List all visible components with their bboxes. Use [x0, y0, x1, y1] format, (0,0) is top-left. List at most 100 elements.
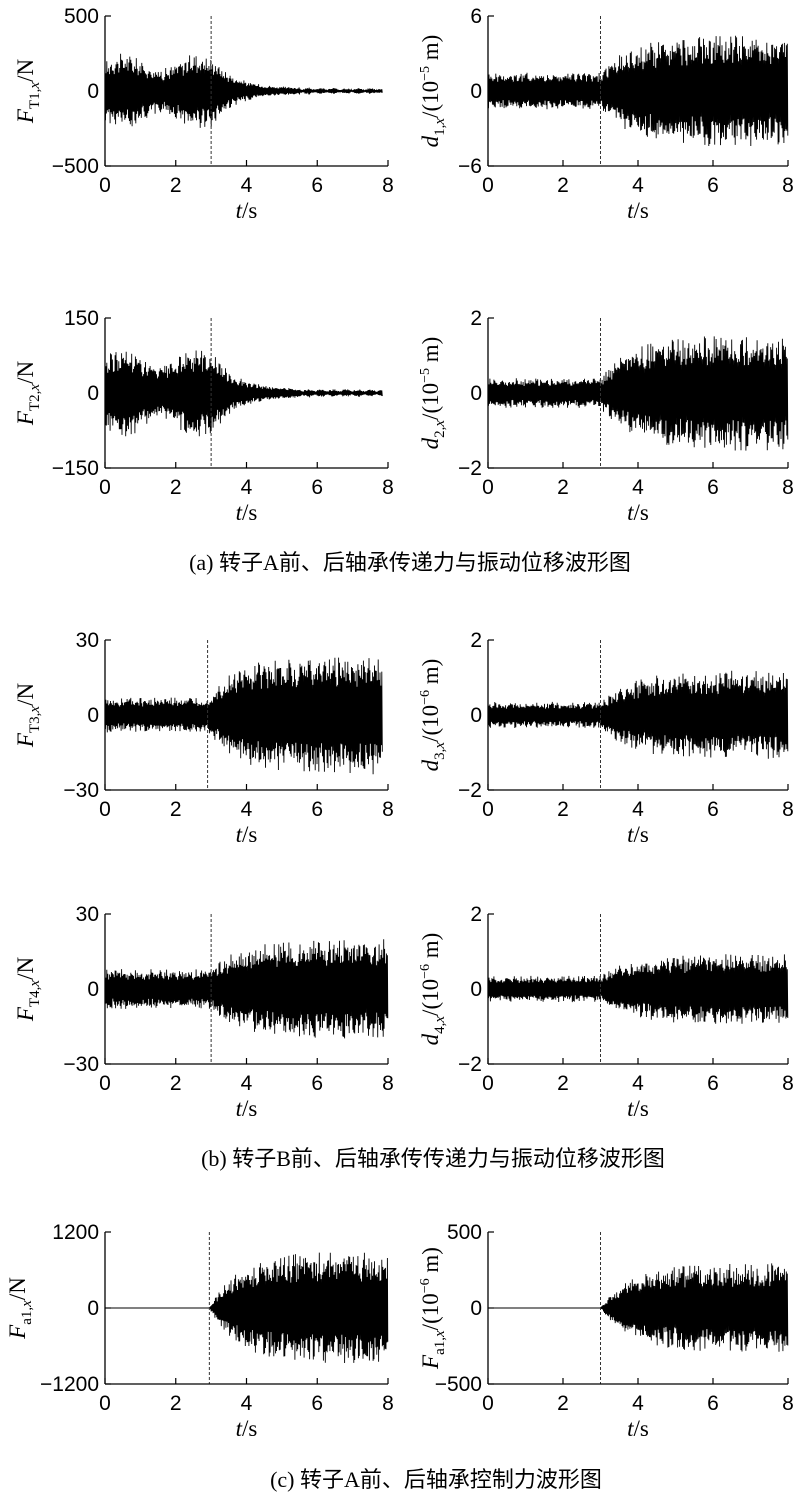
x-tick-label: 8 — [782, 798, 794, 821]
x-tick-label: 2 — [170, 1072, 182, 1095]
y-tick-label: 30 — [76, 629, 99, 652]
x-tick-label: 6 — [707, 174, 719, 197]
y-axis-label: d3,x/(10−6 m) — [418, 659, 448, 772]
x-tick-label: 2 — [170, 476, 182, 499]
y-tick-label: −1200 — [40, 1373, 99, 1396]
x-tick-label: 6 — [311, 476, 323, 499]
y-tick-label: 0 — [87, 382, 99, 405]
x-tick-label: 6 — [311, 1392, 323, 1415]
x-axis-label: t/s — [627, 500, 649, 525]
x-tick-label: 8 — [382, 476, 394, 499]
y-tick-label: 0 — [470, 1297, 482, 1320]
y-tick-label: 150 — [64, 307, 99, 330]
y-tick-label: 500 — [447, 1221, 482, 1244]
x-tick-label: 0 — [482, 1072, 494, 1095]
y-tick-label: 0 — [87, 978, 99, 1001]
y-tick-label: 2 — [470, 629, 482, 652]
x-axis-label: t/s — [236, 1096, 258, 1121]
y-tick-label: −500 — [435, 1373, 482, 1396]
y-tick-label: −500 — [52, 155, 99, 178]
x-tick-label: 2 — [557, 476, 569, 499]
x-tick-label: 2 — [557, 1392, 569, 1415]
x-tick-label: 8 — [382, 174, 394, 197]
y-tick-label: 0 — [470, 382, 482, 405]
y-tick-label: −30 — [63, 779, 99, 802]
x-tick-label: 4 — [241, 174, 253, 197]
caption-b: (b) 转子B前、后轴承传传递力与振动位移波形图 — [201, 1146, 665, 1171]
x-tick-label: 6 — [707, 476, 719, 499]
y-axis-label: FT2,x/N — [13, 361, 43, 427]
waveform-series — [104, 657, 383, 775]
x-tick-label: 0 — [99, 174, 111, 197]
y-axis-label: d4,x/(10−6 m) — [418, 933, 448, 1046]
y-tick-label: −6 — [458, 155, 482, 178]
y-axis-label: d1,x/(10−5 m) — [418, 35, 448, 148]
caption-c: (c) 转子A前、后轴承控制力波形图 — [270, 1467, 602, 1492]
y-tick-label: 6 — [470, 5, 482, 28]
x-axis-label: t/s — [627, 1096, 649, 1121]
x-tick-label: 6 — [311, 174, 323, 197]
x-tick-label: 4 — [632, 174, 644, 197]
x-tick-label: 4 — [632, 1072, 644, 1095]
x-tick-label: 2 — [170, 798, 182, 821]
y-tick-label: −2 — [458, 779, 482, 802]
x-tick-label: 4 — [632, 1392, 644, 1415]
waveform-series — [487, 336, 789, 451]
y-tick-label: 0 — [470, 80, 482, 103]
x-tick-label: 6 — [707, 1072, 719, 1095]
y-tick-label: 0 — [470, 704, 482, 727]
x-tick-label: 0 — [482, 174, 494, 197]
x-tick-label: 0 — [482, 798, 494, 821]
x-axis-label: t/s — [236, 198, 258, 223]
x-tick-label: 6 — [707, 798, 719, 821]
y-axis-label: FT1,x/N — [13, 59, 43, 125]
x-tick-label: 2 — [170, 174, 182, 197]
chart-panel-2: 0 2 4 6 860−6t/sd1,x/(10−5 m) — [418, 5, 794, 223]
y-tick-label: 0 — [87, 80, 99, 103]
x-tick-label: 0 — [99, 476, 111, 499]
chart-panel-4: 0 2 4 6 820−2t/sd2,x/(10−5 m) — [418, 307, 794, 525]
waveform-series — [104, 53, 383, 128]
x-tick-label: 0 — [482, 476, 494, 499]
chart-panel-6: 0 2 4 6 820−2t/sd3,x/(10−6 m) — [418, 629, 794, 847]
y-tick-label: 500 — [64, 5, 99, 28]
x-tick-label: 4 — [241, 798, 253, 821]
x-tick-label: 8 — [782, 174, 794, 197]
waveform-series — [487, 670, 789, 759]
x-tick-label: 8 — [782, 1392, 794, 1415]
x-tick-label: 6 — [311, 798, 323, 821]
x-tick-label: 0 — [99, 798, 111, 821]
waveform-series — [104, 939, 389, 1039]
x-tick-label: 2 — [557, 174, 569, 197]
y-tick-label: −2 — [458, 457, 482, 480]
waveform-series — [488, 1263, 789, 1352]
x-tick-label: 8 — [782, 1072, 794, 1095]
y-tick-label: 30 — [76, 903, 99, 926]
y-axis-label: d2,x/(10−5 m) — [418, 337, 448, 450]
x-axis-label: t/s — [236, 500, 258, 525]
y-tick-label: −150 — [52, 457, 99, 480]
x-tick-label: 8 — [382, 1072, 394, 1095]
x-tick-label: 6 — [311, 1072, 323, 1095]
x-tick-label: 0 — [99, 1392, 111, 1415]
x-tick-label: 4 — [632, 476, 644, 499]
y-axis-label: Fa1,x/N — [5, 1277, 35, 1340]
y-tick-label: 0 — [470, 978, 482, 1001]
x-axis-label: t/s — [236, 822, 258, 847]
x-tick-label: 0 — [99, 1072, 111, 1095]
x-tick-label: 4 — [241, 1392, 253, 1415]
waveform-series — [487, 954, 789, 1024]
x-tick-label: 0 — [482, 1392, 494, 1415]
y-axis-label: Fa1,x/(10−6 m) — [418, 1247, 448, 1370]
y-axis-label: FT4,x/N — [13, 957, 43, 1023]
waveform-series — [487, 35, 789, 147]
y-tick-label: 1200 — [52, 1221, 99, 1244]
y-tick-label: 0 — [87, 704, 99, 727]
y-tick-label: 2 — [470, 903, 482, 926]
waveform-series — [104, 350, 383, 437]
